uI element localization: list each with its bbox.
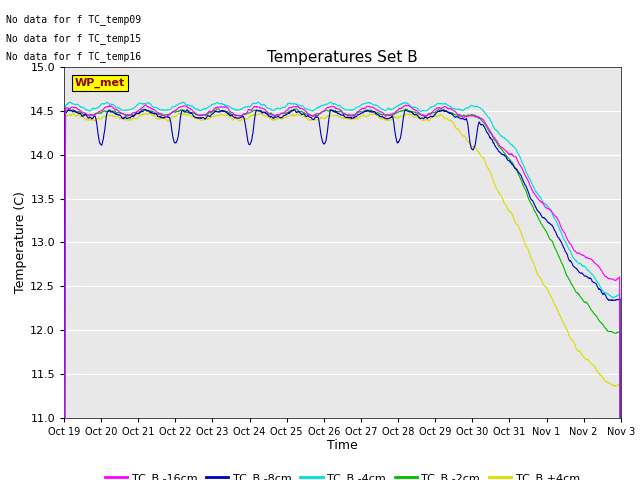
Text: No data for f TC_temp16: No data for f TC_temp16 <box>6 51 141 62</box>
Text: No data for f TC_temp15: No data for f TC_temp15 <box>6 33 141 44</box>
Text: WP_met: WP_met <box>75 78 125 88</box>
Text: No data for f TC_temp09: No data for f TC_temp09 <box>6 14 141 25</box>
X-axis label: Time: Time <box>327 439 358 453</box>
Legend: TC_B -16cm, TC_B -8cm, TC_B -4cm, TC_B -2cm, TC_B +4cm: TC_B -16cm, TC_B -8cm, TC_B -4cm, TC_B -… <box>100 468 584 480</box>
Y-axis label: Temperature (C): Temperature (C) <box>15 192 28 293</box>
Title: Temperatures Set B: Temperatures Set B <box>267 49 418 65</box>
